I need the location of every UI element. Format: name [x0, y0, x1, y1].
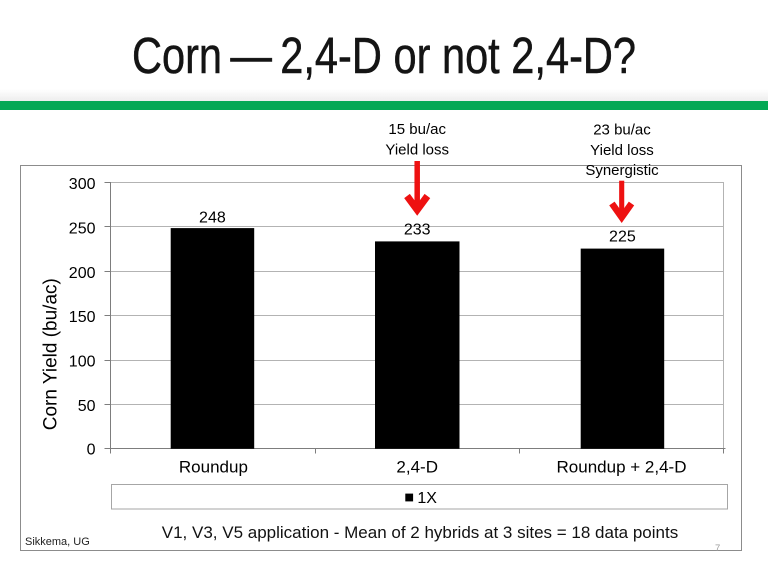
svg-text:Yield loss: Yield loss	[385, 141, 449, 158]
svg-text:200: 200	[69, 265, 96, 282]
svg-text:225: 225	[609, 229, 636, 246]
svg-text:250: 250	[69, 220, 96, 237]
svg-text:248: 248	[199, 209, 226, 226]
svg-text:23 bu/ac: 23 bu/ac	[593, 122, 651, 139]
svg-text:100: 100	[69, 354, 96, 371]
svg-text:2,4-D: 2,4-D	[396, 458, 438, 477]
svg-text:Roundup + 2,4-D: Roundup + 2,4-D	[557, 458, 687, 477]
svg-text:300: 300	[69, 176, 96, 193]
svg-text:1X: 1X	[417, 490, 437, 507]
svg-text:233: 233	[404, 222, 431, 239]
svg-text:150: 150	[69, 309, 96, 326]
svg-text:Roundup: Roundup	[179, 458, 248, 477]
svg-text:15 bu/ac: 15 bu/ac	[388, 121, 446, 138]
svg-text:Yield loss: Yield loss	[590, 142, 654, 159]
svg-text:0: 0	[87, 442, 96, 459]
svg-text:Synergistic: Synergistic	[585, 162, 659, 179]
svg-text:Corn Yield (bu/ac): Corn Yield (bu/ac)	[41, 278, 62, 430]
svg-text:50: 50	[78, 398, 96, 415]
